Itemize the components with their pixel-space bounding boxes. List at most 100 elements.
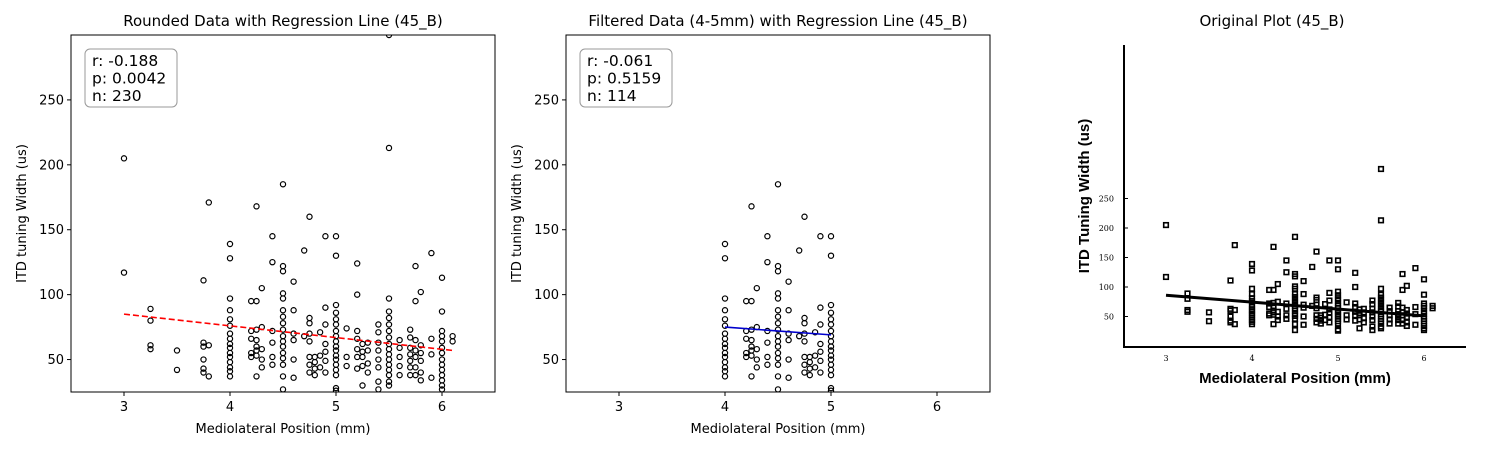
x-tick-label: 4 xyxy=(226,400,234,415)
data-point xyxy=(279,181,287,188)
data-point xyxy=(258,345,265,353)
stats-line: n: 114 xyxy=(587,87,637,105)
data-point xyxy=(343,353,350,361)
data-point xyxy=(764,339,771,346)
data-point xyxy=(1352,269,1359,276)
data-point xyxy=(359,382,366,389)
data-point xyxy=(1248,260,1256,268)
data-point xyxy=(817,340,824,348)
data-point xyxy=(827,338,835,345)
data-point xyxy=(306,338,313,345)
axes-frame xyxy=(70,34,496,393)
data-point xyxy=(385,327,393,335)
y-axis-label: ITD tuning Width (us) xyxy=(510,144,525,283)
data-point xyxy=(827,252,835,259)
data-point xyxy=(407,326,414,333)
data-point xyxy=(1300,277,1307,285)
data-point xyxy=(311,353,318,361)
data-point xyxy=(269,353,276,361)
data-point xyxy=(407,357,414,365)
data-point xyxy=(1248,285,1256,292)
data-point xyxy=(279,332,287,340)
data-point xyxy=(721,330,729,337)
data-point xyxy=(1162,221,1170,229)
data-point xyxy=(1274,313,1281,320)
data-point xyxy=(817,233,824,240)
data-point xyxy=(796,247,803,254)
data-point xyxy=(290,356,297,363)
data-point xyxy=(253,373,260,380)
data-point xyxy=(385,314,393,322)
data-point xyxy=(764,361,771,368)
data-point xyxy=(279,349,287,357)
data-point xyxy=(417,377,424,384)
data-point xyxy=(173,347,181,354)
data-point xyxy=(827,361,835,368)
data-point xyxy=(774,355,782,362)
data-point xyxy=(269,361,276,368)
data-point xyxy=(438,361,446,368)
data-point xyxy=(226,330,234,337)
data-point xyxy=(226,295,234,302)
data-point xyxy=(438,356,446,363)
data-point xyxy=(1377,217,1385,224)
data-point xyxy=(1403,319,1410,326)
data-point xyxy=(1283,315,1290,322)
data-point xyxy=(311,371,318,379)
data-point xyxy=(438,274,446,281)
data-point xyxy=(332,361,340,368)
data-point xyxy=(375,386,382,392)
x-tick-label: 3 xyxy=(1163,354,1168,363)
data-point xyxy=(385,144,393,152)
data-point xyxy=(785,307,792,314)
data-point xyxy=(785,374,792,381)
data-points xyxy=(1162,165,1436,334)
data-point xyxy=(1360,319,1367,326)
data-point xyxy=(1429,305,1436,312)
x-axis-label: Mediolateral Position (mm) xyxy=(691,422,866,437)
stats-box xyxy=(579,48,673,108)
data-point xyxy=(1369,326,1376,334)
data-point xyxy=(120,269,128,276)
data-point xyxy=(332,309,340,317)
data-point xyxy=(1248,267,1256,274)
data-point xyxy=(279,326,287,333)
data-point xyxy=(827,371,835,379)
data-point xyxy=(385,295,393,302)
data-point xyxy=(375,321,382,328)
stats-line: r: -0.188 xyxy=(92,52,158,70)
data-point xyxy=(253,203,260,210)
data-point xyxy=(311,358,318,366)
data-point xyxy=(385,351,393,358)
data-point xyxy=(801,314,808,322)
data-point xyxy=(290,307,297,314)
data-point xyxy=(774,262,782,270)
x-tick-label: 5 xyxy=(1335,354,1340,363)
chart-panel-3: Original Plot (45_B) 50 100 150 200 250 3 4 5 6 Me… xyxy=(1076,12,1466,387)
data-point xyxy=(316,364,324,371)
data-point xyxy=(1412,321,1419,328)
stats-line: p: 0.5159 xyxy=(587,70,661,88)
data-point xyxy=(785,278,792,285)
data-point xyxy=(764,353,771,361)
data-point xyxy=(811,352,819,359)
data-point xyxy=(806,358,814,366)
data-point xyxy=(1326,289,1333,297)
data-point xyxy=(332,316,340,323)
data-point xyxy=(279,338,287,345)
data-point xyxy=(375,356,382,363)
data-point xyxy=(801,361,808,368)
data-point xyxy=(1227,277,1234,284)
data-point xyxy=(1274,308,1281,315)
x-tick-label: 4 xyxy=(721,400,729,415)
data-point xyxy=(806,365,814,372)
data-point xyxy=(774,326,782,333)
data-point xyxy=(1291,233,1299,240)
data-point xyxy=(385,345,393,353)
data-point xyxy=(412,347,419,354)
stats-line: p: 0.0042 xyxy=(92,70,166,88)
data-point xyxy=(279,290,287,297)
data-point xyxy=(721,307,729,314)
data-point xyxy=(806,353,814,361)
x-tick-label: 3 xyxy=(120,400,128,415)
